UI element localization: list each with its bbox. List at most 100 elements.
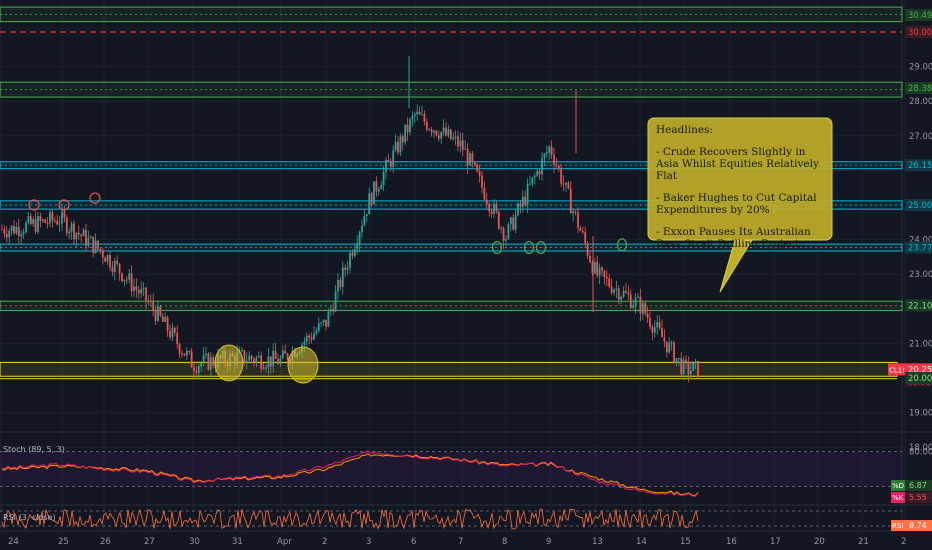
candle-body [99,248,102,251]
candle-body [464,148,467,150]
candle-body [644,303,647,314]
candle-body [665,341,668,353]
candle-body [557,165,560,169]
candle-body [675,358,678,363]
candle-body [61,211,63,224]
candle-body [421,114,423,116]
candle-body [65,217,68,234]
candle-body [308,335,311,338]
candle-body [207,353,210,370]
stoch-d-line [1,453,699,497]
candle-body [183,353,186,356]
candle-body [413,114,416,116]
candle-body [550,146,553,155]
rsi-pane[interactable]: RSI (3, close) RSI 8.74 [0,508,932,531]
candle-body [53,220,56,222]
candle-body [363,215,366,226]
candle-body [500,228,503,230]
headlines-title: Headlines: [656,124,713,136]
candle-body [478,171,481,176]
rsi-title: RSI (3, close) [3,513,56,522]
candle-body [493,203,495,214]
candle-body [649,317,651,327]
candle-body [10,225,13,231]
candle-body [377,189,380,192]
candle-body [322,319,325,323]
candle-body [334,291,337,312]
candle-body [310,337,313,340]
candle-body [17,226,20,236]
time-axis[interactable]: 24 25 26 27 30 31 Apr 2 3 6 7 8 9 13 14 15 16 17 20 21 2 [8,537,906,547]
candle-body [373,181,375,205]
candle-body [32,219,35,225]
time-tick-label: 20 [814,537,825,547]
candle-body [423,114,426,122]
candle-body [284,350,287,354]
candle-body [459,140,462,147]
candle-body [1,229,3,231]
candle-body [49,212,51,224]
candle-body [457,136,459,147]
candle-body [159,306,162,316]
candle-body [145,287,147,301]
top-marker [28,199,40,211]
candle-body [689,370,692,375]
candle-body [116,260,119,264]
stoch-d-tag-label: %D [892,482,904,490]
time-tick-label: 2 [901,537,906,547]
candle-body [509,217,512,225]
candle-body [622,290,625,297]
symbol-tag-box [888,363,905,376]
candle-body [140,288,143,294]
candle-body [82,229,85,237]
price-tick-label: 28.00 [909,97,932,107]
candle-body [401,136,404,143]
candle-body [524,196,527,205]
candle-body [346,267,349,270]
candle-body [598,267,601,276]
candle-body [437,135,440,139]
candle-body [605,276,608,279]
time-tick-label: 30 [189,537,200,547]
candle-body [387,160,390,162]
candle-body [577,212,579,229]
candle-body [327,311,330,327]
pattern-markers [28,192,628,384]
time-tick-label: 2 [322,537,327,547]
stoch-k-value: 5.55 [909,493,927,502]
candle-body [274,350,277,359]
candle-body [533,175,536,178]
candle-body [97,240,99,249]
price-tag [905,299,932,312]
candle-body [399,136,402,153]
candle-body [125,279,128,281]
candle-body [370,193,373,205]
candle-body [596,262,599,276]
price-tick-label: 29.00 [909,63,932,73]
time-tick-label: 14 [636,537,647,547]
price-axis[interactable]: 30.49 30.00 29.00 28.38 28.00 27.00 26.15 25.00… [888,9,932,453]
candle-body [332,309,335,312]
stoch-d-tag [891,480,905,491]
candle-body [471,153,474,163]
candle-body [305,335,308,342]
price-tick-label: 18.00 [909,443,932,453]
price-tag [905,199,932,211]
candle-body [661,328,663,338]
candle-body [337,279,339,292]
candle-body [241,350,243,352]
candle-body [425,121,428,130]
price-tag [905,26,932,38]
candle-body [601,267,603,271]
stoch-d-value: 6.87 [909,481,927,490]
candle-body [579,228,582,232]
stoch-pane[interactable]: Stoch (89, 5, 3) 80.00 %D 6.87 %K 5.55 [0,445,932,503]
candle-body [212,357,215,366]
candle-body [677,358,680,360]
candle-body [512,217,515,230]
candle-body [476,164,479,172]
candle-body [560,168,563,184]
candle-body [543,153,546,159]
candle-body [452,137,455,140]
